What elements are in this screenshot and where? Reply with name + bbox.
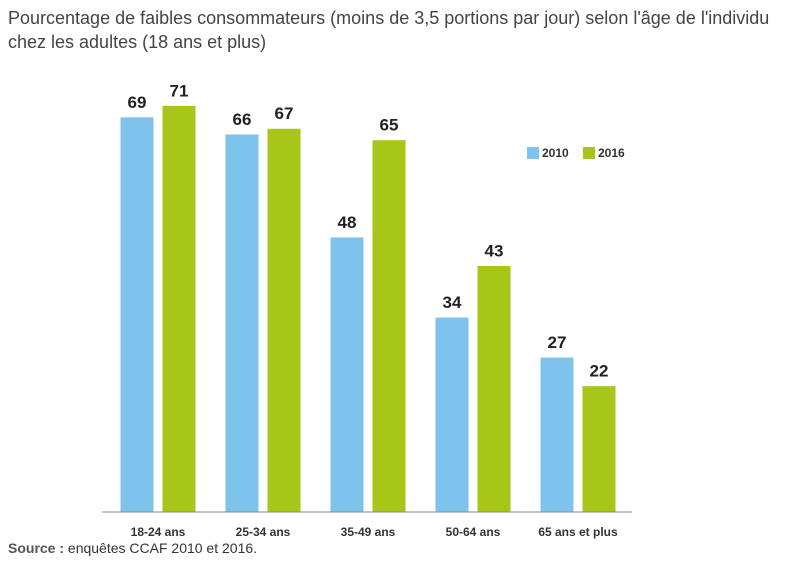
bar <box>372 140 406 512</box>
x-tick-label: 18-24 ans <box>131 525 186 539</box>
value-label: 27 <box>548 333 567 352</box>
x-tick-label: 25-34 ans <box>236 525 291 539</box>
bar <box>225 134 259 513</box>
legend-label: 2010 <box>542 146 569 160</box>
source-label: Source : <box>8 540 65 556</box>
chart-title: Pourcentage de faibles consommateurs (mo… <box>8 8 770 52</box>
bar <box>582 386 616 512</box>
legend-label: 2016 <box>598 146 625 160</box>
value-label: 34 <box>443 293 462 312</box>
value-label: 67 <box>275 104 294 123</box>
value-label: 71 <box>170 81 189 100</box>
value-label: 43 <box>485 242 504 261</box>
bar <box>330 237 364 512</box>
value-label: 66 <box>233 110 252 129</box>
bar <box>162 105 196 512</box>
bar <box>267 128 301 512</box>
value-label: 22 <box>590 362 609 381</box>
x-tick-label: 50-64 ans <box>446 525 501 539</box>
value-label: 65 <box>380 116 399 135</box>
source-text: enquêtes CCAF 2010 et 2016. <box>67 540 258 556</box>
bar <box>540 357 574 512</box>
legend-swatch <box>527 147 539 159</box>
x-tick-label: 35-49 ans <box>341 525 396 539</box>
value-label: 69 <box>128 93 147 112</box>
bar <box>120 117 154 512</box>
bar <box>477 266 511 512</box>
source: Source : enquêtes CCAF 2010 et 2016. <box>8 540 257 556</box>
bar <box>435 317 469 512</box>
x-tick-label: 65 ans et plus <box>538 525 618 539</box>
value-label: 48 <box>338 213 357 232</box>
legend-swatch <box>583 147 595 159</box>
